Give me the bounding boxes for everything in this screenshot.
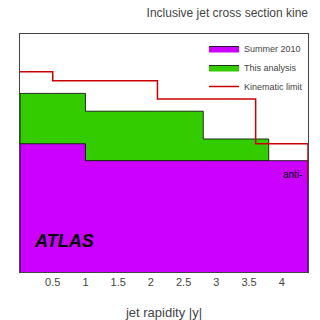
svg-text:1.5: 1.5 — [111, 276, 126, 288]
svg-text:ATLAS: ATLAS — [34, 231, 94, 251]
svg-text:0.5: 0.5 — [45, 276, 60, 288]
svg-text:This analysis: This analysis — [244, 63, 297, 73]
svg-text:Inclusive jet cross section ki: Inclusive jet cross section kine — [147, 6, 309, 20]
svg-text:Kinematic limit: Kinematic limit — [244, 82, 303, 92]
svg-text:3.5: 3.5 — [241, 276, 256, 288]
svg-text:jet rapidity |y|: jet rapidity |y| — [125, 305, 202, 320]
svg-text:3: 3 — [213, 276, 219, 288]
svg-text:1: 1 — [82, 276, 88, 288]
svg-text:Summer 2010: Summer 2010 — [244, 44, 301, 54]
svg-text:2: 2 — [148, 276, 154, 288]
svg-text:2.5: 2.5 — [176, 276, 191, 288]
svg-text:anti-: anti- — [283, 169, 302, 180]
svg-text:4: 4 — [279, 276, 285, 288]
